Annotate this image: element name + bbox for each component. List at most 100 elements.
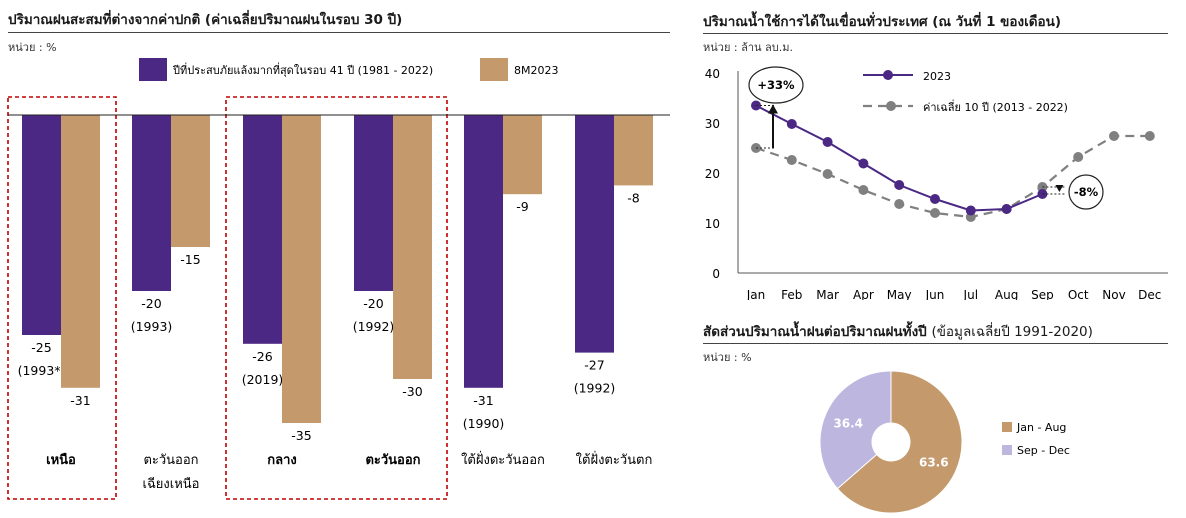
rainfall-share-pie: 63.6 36.4 Jan - Aug Sep - Dec: [819, 370, 1070, 514]
y-tick-label: 30: [705, 117, 720, 131]
legend-label-average: ค่าเฉลี่ย 10 ปี (2013 - 2022): [923, 99, 1068, 114]
dam-water-line-chart: 0 10 20 30 40 Jan Feb Mar Apr May Jun Jul Aug Sep Oct N…: [705, 66, 1168, 300]
legend-label-2023: 2023: [923, 70, 951, 83]
series-point-average: [1144, 131, 1155, 141]
x-tick-label: Mar: [816, 288, 839, 300]
series-point-average: [1073, 152, 1084, 162]
annotation-arrowhead: [768, 104, 778, 114]
bar: [22, 115, 61, 335]
x-tick-label: Oct: [1068, 288, 1089, 300]
annotation-bubble: [1068, 174, 1104, 210]
series-point-2023: [930, 194, 940, 204]
bar-value-label: -20: [363, 296, 383, 311]
x-tick-label: Dec: [1138, 288, 1161, 300]
series-point-average: [786, 155, 797, 165]
bar-value-label: -27: [584, 358, 604, 373]
pie-chart-title: สัดส่วนปริมาณน้ำฝนต่อปริมาณฝนทั้งปี (ข้อ…: [703, 320, 1093, 342]
pie-title-bold: สัดส่วนปริมาณน้ำฝนต่อปริมาณฝนทั้งปี: [703, 324, 927, 340]
legend-swatch-drought: [139, 58, 167, 81]
y-tick-label: 40: [705, 67, 720, 81]
legend-marker-average: [886, 101, 896, 111]
y-tick-label: 0: [712, 267, 720, 281]
dam-title-rule: [703, 33, 1168, 34]
bar-year-label: (2019): [242, 372, 284, 387]
bar: [61, 115, 100, 388]
bar-value-label: -9: [516, 199, 529, 214]
pie-legend-label: Sep - Dec: [1017, 444, 1070, 457]
bar: [243, 115, 282, 344]
pie-legend-label: Jan - Aug: [1016, 421, 1066, 434]
dam-chart-title: ปริมาณน้ำใช้การได้ในเขื่อนทั่วประเทศ (ณ …: [703, 14, 1061, 30]
x-tick-label: Jul: [963, 288, 978, 300]
highlight-box: [225, 96, 448, 500]
bar: [354, 115, 393, 291]
series-point-average: [1109, 131, 1119, 141]
pie-legend-swatch: [1002, 422, 1012, 432]
annotation-plus33: +33%: [757, 78, 795, 92]
dam-unit-label: หน่วย : ล้าน ลบ.ม.: [703, 41, 793, 54]
bar: [171, 115, 210, 247]
category-label: ใต้ฝั่งตะวันออก: [461, 451, 545, 468]
bar: [393, 115, 432, 379]
left-chart-title: ปริมาณฝนสะสมที่ต่างจากค่าปกติ (ค่าเฉลี่ย…: [8, 12, 403, 28]
series-point-2023: [858, 158, 869, 169]
bar-year-label: (1992): [574, 381, 616, 396]
category-label: ตะวันออก: [365, 453, 420, 468]
bar-value-label: -8: [627, 190, 640, 205]
series-point-2023: [822, 137, 833, 147]
category-label: เหนือ: [46, 452, 76, 468]
x-tick-label: Nov: [1102, 288, 1125, 300]
x-tick-label: Jun: [925, 288, 945, 300]
category-label: ใต้ฝั่งตะวันตก: [576, 451, 653, 468]
y-tick-label: 20: [705, 167, 720, 181]
x-tick-label: Apr: [853, 288, 874, 300]
bar-value-label: -15: [180, 252, 200, 267]
bar: [503, 115, 542, 195]
pie-unit-label: หน่วย : %: [703, 351, 752, 364]
legend-swatch-8m2023: [480, 58, 508, 81]
category-label: ตะวันออก: [143, 453, 198, 468]
category-label: เฉียงเหนือ: [143, 476, 200, 492]
series-point-2023: [965, 205, 976, 216]
bar-value-label: -30: [402, 384, 422, 399]
bar: [282, 115, 321, 423]
pie-legend-swatch: [1002, 445, 1012, 455]
bar-year-label: (1992): [353, 319, 395, 334]
left-unit-label: หน่วย : %: [8, 41, 57, 54]
x-tick-label: Aug: [995, 288, 1018, 300]
annotation-arrowhead: [1055, 185, 1064, 192]
legend-marker-2023: [883, 70, 893, 80]
legend-label-drought: ปีที่ประสบภัยแล้งมากที่สุดในรอบ 41 ปี (1…: [172, 62, 433, 77]
series-point-2023: [1001, 204, 1012, 214]
bar: [614, 115, 653, 186]
series-point-average: [822, 169, 833, 179]
series-point-2023: [894, 180, 905, 190]
bar-year-label: (1993): [131, 319, 173, 334]
rainfall-bar-chart: ปีที่ประสบภัยแล้งมากที่สุดในรอบ 41 ปี (1…: [7, 58, 670, 500]
series-point-2023: [786, 119, 797, 129]
bar-value-label: -20: [141, 296, 161, 311]
annotation-minus8: -8%: [1074, 185, 1099, 199]
pie-slice: [819, 370, 892, 490]
pie-value-label: 36.4: [833, 417, 863, 431]
bar-year-label: (1990): [463, 416, 505, 431]
series-point-average: [894, 199, 905, 209]
x-tick-label: May: [887, 288, 912, 300]
pie-value-label: 63.6: [919, 455, 949, 469]
bar: [132, 115, 171, 291]
bar-value-label: -25: [31, 340, 51, 355]
bar: [575, 115, 614, 353]
bar: [464, 115, 503, 388]
x-tick-label: Jan: [746, 288, 766, 300]
legend-label-8m2023: 8M2023: [514, 64, 558, 77]
pie-title-rule: [703, 343, 1168, 344]
bar-value-label: -26: [252, 349, 272, 364]
series-point-average: [858, 185, 869, 195]
category-label: กลาง: [267, 453, 297, 468]
pie-slice: [836, 370, 963, 514]
bar-year-label: (1993*): [18, 363, 66, 378]
pie-title-plain: (ข้อมูลเฉลี่ยปี 1991-2020): [931, 324, 1093, 340]
annotation-bubble: [748, 66, 804, 104]
x-tick-label: Sep: [1031, 288, 1054, 300]
bar-value-label: -31: [473, 393, 493, 408]
